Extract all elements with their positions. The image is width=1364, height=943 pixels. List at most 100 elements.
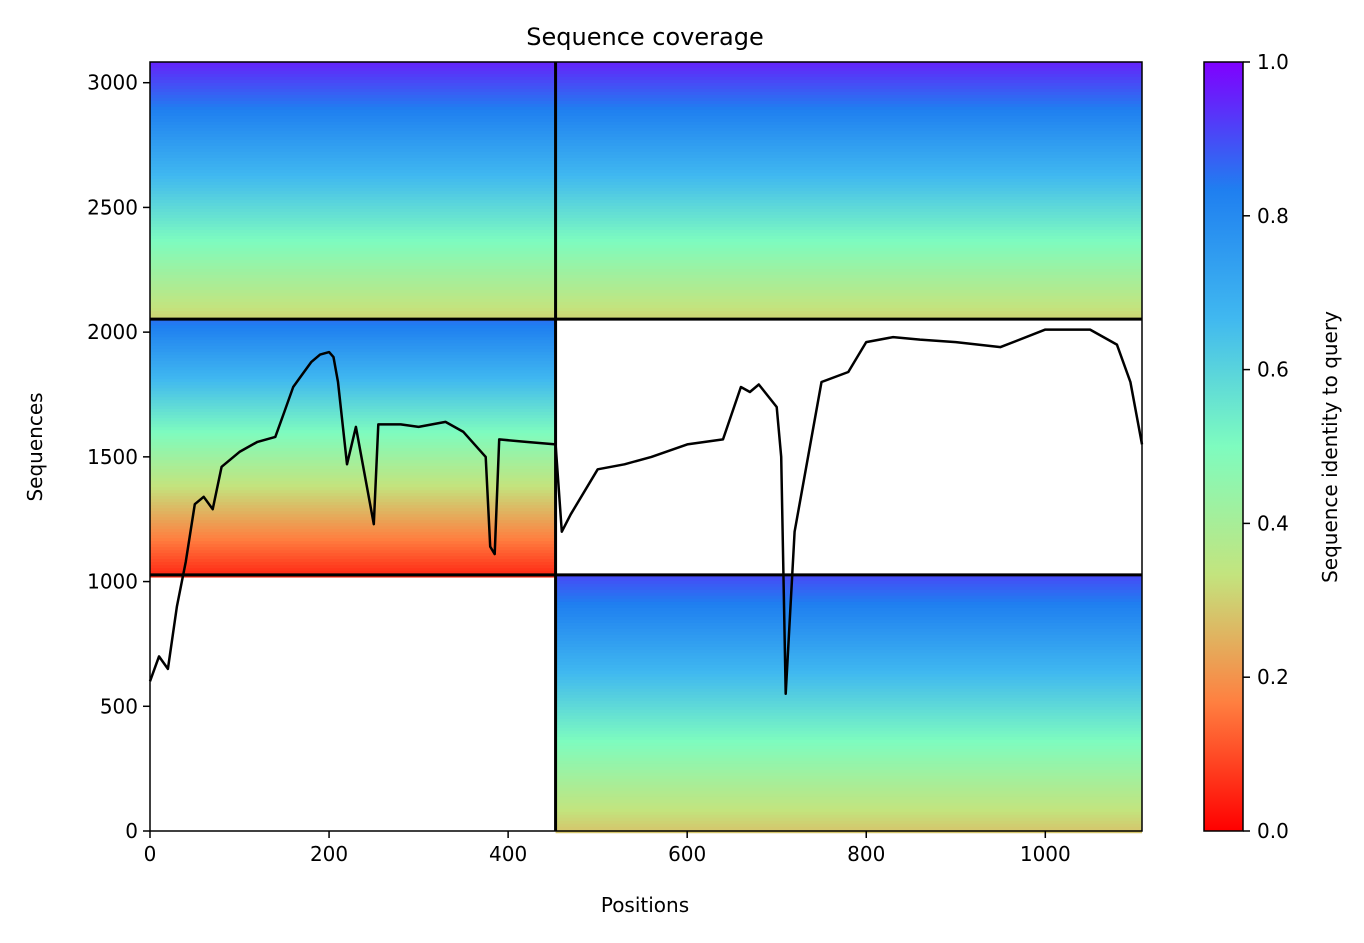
identity-band [555,682,1142,687]
identity-band [150,206,556,210]
identity-band [555,703,1142,708]
identity-band [555,131,1142,135]
identity-band [150,161,556,165]
identity-band [150,110,556,114]
identity-band [555,586,1142,591]
identity-band [150,340,556,344]
identity-band [555,293,1142,297]
identity-band [150,287,556,291]
identity-band [150,209,556,213]
identity-band [555,95,1142,99]
identity-band [555,266,1142,270]
identity-band [555,598,1142,603]
identity-band [150,89,556,93]
identity-band [555,302,1142,306]
identity-band [150,203,556,207]
identity-band [555,143,1142,147]
identity-band [555,802,1142,807]
identity-band [555,179,1142,183]
identity-band [555,643,1142,648]
colorbar-tick-label: 0.6 [1257,358,1289,382]
identity-band [555,134,1142,138]
identity-band [555,203,1142,207]
identity-band [150,239,556,243]
identity-band [150,487,556,491]
identity-band [555,808,1142,813]
colorbar-tick-label: 0.2 [1257,665,1289,689]
identity-band [150,379,556,383]
identity-band [555,248,1142,252]
identity-band [555,784,1142,789]
identity-band [555,227,1142,231]
identity-band [150,484,556,488]
identity-band [555,589,1142,594]
identity-band [555,140,1142,144]
identity-band [150,403,556,407]
identity-band [555,778,1142,783]
identity-band [150,322,556,326]
identity-band [150,278,556,282]
coverage-block [555,62,1142,321]
colorbar: 0.0 0.2 0.4 0.6 0.8 1.0 [1203,50,1289,843]
identity-band [555,637,1142,642]
identity-band [555,194,1142,198]
identity-band [150,490,556,494]
axes: 0 200 400 600 800 1000 0 500 1000 1500 2000 2500 300… [87,61,1143,866]
identity-band [150,562,556,566]
identity-band [555,757,1142,762]
identity-band [150,532,556,536]
identity-band [555,218,1142,222]
x-tick-label: 400 [489,842,527,866]
identity-band [555,601,1142,606]
identity-band [555,62,1142,66]
identity-band [555,622,1142,627]
identity-band [150,418,556,422]
identity-band [555,251,1142,255]
colorbar-tick-label: 0.8 [1257,204,1289,228]
identity-band [555,137,1142,141]
colorbar-tick-label: 0.0 [1257,819,1289,843]
identity-band [150,230,556,234]
identity-band [555,799,1142,804]
identity-band [555,290,1142,294]
identity-band [150,415,556,419]
identity-band [555,820,1142,825]
identity-band [150,454,556,458]
identity-band [555,269,1142,273]
identity-band [150,227,556,231]
identity-band [150,520,556,524]
identity-band [150,116,556,120]
identity-band [555,775,1142,780]
identity-band [555,691,1142,696]
identity-band [150,233,556,237]
identity-band [150,421,556,425]
identity-band [150,514,556,518]
identity-band [555,679,1142,684]
identity-band [555,200,1142,204]
identity-band [150,556,556,560]
identity-band [555,658,1142,663]
identity-band [150,65,556,69]
identity-band [150,349,556,353]
identity-band [555,92,1142,96]
identity-band [150,149,556,153]
identity-band [555,805,1142,810]
identity-band [555,206,1142,210]
identity-band [150,308,556,312]
identity-band [555,110,1142,114]
identity-band [150,463,556,467]
identity-band [150,568,556,572]
colorbar-gradient [1203,61,1244,832]
identity-band [555,257,1142,261]
identity-band [555,811,1142,816]
identity-band [150,143,556,147]
identity-band [150,197,556,201]
identity-band [555,170,1142,174]
identity-band [150,92,556,96]
identity-band [555,769,1142,774]
colorbar-tick-label: 0.4 [1257,511,1289,535]
identity-band [555,790,1142,795]
identity-band [150,526,556,530]
identity-band [150,140,556,144]
